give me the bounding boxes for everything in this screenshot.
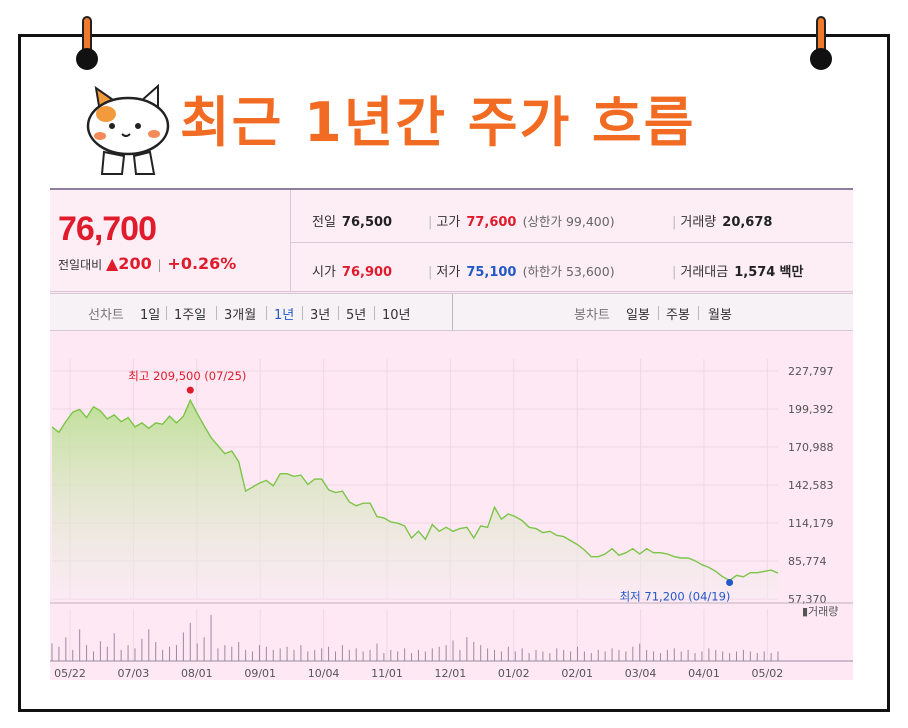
quote-summary: 76,700 전일대비 ▲200 | +0.26% 전일 76,500 | 고가 77… [50, 190, 853, 292]
quote-row-divider [290, 242, 853, 243]
tab-divider [166, 306, 167, 320]
price-change: 전일대비 ▲200 | +0.26% [58, 254, 236, 273]
price-area [52, 400, 778, 599]
left-pin-hole [76, 48, 98, 70]
volume: | 거래량 20,678 [672, 211, 772, 230]
line-chart-label: 선차트 [88, 308, 124, 323]
change-percent: +0.26% [167, 254, 237, 273]
tab-3year[interactable]: 3년 [310, 308, 331, 323]
change-divider: | [157, 258, 162, 272]
trade-amount: | 거래대금 1,574 백만 [672, 261, 803, 280]
y-tick-label: 199,392 [788, 403, 834, 416]
tab-divider [266, 306, 267, 320]
upper-limit: (상한가 99,400) [522, 214, 615, 229]
low-label: 저가 [436, 265, 461, 280]
tab-divider [338, 306, 339, 320]
tab-weekly-candle[interactable]: 주봉 [666, 308, 690, 323]
y-tick-label: 114,179 [788, 517, 834, 530]
x-tick-label: 05/22 [54, 667, 86, 680]
low-value: 75,100 [466, 265, 517, 280]
open-label: 시가 [312, 265, 336, 280]
lower-limit: (하한가 53,600) [522, 264, 615, 279]
price-line [51, 398, 779, 582]
x-tick-label: 07/03 [118, 667, 150, 680]
tabs-section-divider [452, 294, 453, 332]
chart-period-tabs: 선차트 1일 1주일 3개월 1년 3년 5년 10년 봉차트 일봉 주봉 월봉 [50, 293, 853, 332]
volume-sep: | [672, 215, 677, 230]
tab-5year[interactable]: 5년 [346, 308, 367, 323]
high-value: 77,600 [466, 215, 517, 230]
cat-mascot-icon [86, 83, 170, 175]
x-tick-label: 03/04 [625, 667, 657, 680]
tab-3month[interactable]: 3개월 [224, 308, 257, 323]
low-sep: | [428, 265, 433, 280]
open-value: 76,900 [341, 265, 393, 280]
page-title: 최근 1년간 주가 흐름 [180, 91, 696, 154]
tab-divider [216, 306, 217, 320]
x-tick-label: 09/01 [244, 667, 276, 680]
amount-unit: 백만 [779, 265, 804, 280]
tab-divider [374, 306, 375, 320]
y-tick-label: 227,797 [788, 365, 834, 378]
volume-label: ▮거래량 [802, 605, 838, 618]
tab-divider [698, 306, 699, 320]
prev-close: 전일 76,500 [312, 211, 392, 230]
current-price: 76,700 [58, 210, 157, 248]
x-tick-label: 08/01 [181, 667, 213, 680]
x-tick-label: 01/02 [498, 667, 530, 680]
tab-1day[interactable]: 1일 [140, 308, 161, 323]
tab-daily-candle[interactable]: 일봉 [626, 308, 650, 323]
right-pin-hole [810, 48, 832, 70]
day-low: | 저가 75,100 (하한가 53,600) [428, 261, 615, 280]
prev-value: 76,500 [341, 215, 393, 230]
quote-divider [290, 190, 291, 292]
high-marker [186, 386, 194, 394]
amount-label: 거래대금 [680, 265, 729, 280]
tab-monthly-candle[interactable]: 월봉 [708, 308, 732, 323]
x-tick-label: 05/02 [752, 667, 784, 680]
y-tick-label: 170,988 [788, 441, 834, 454]
x-tick-label: 12/01 [435, 667, 467, 680]
high-sep: | [428, 215, 433, 230]
amount-sep: | [672, 265, 677, 280]
low-marker [726, 578, 734, 586]
volume-value: 20,678 [722, 215, 773, 230]
x-tick-label: 10/04 [308, 667, 340, 680]
x-tick-label: 02/01 [561, 667, 593, 680]
tab-divider [658, 306, 659, 320]
tab-1week[interactable]: 1주일 [174, 308, 207, 323]
tab-10year[interactable]: 10년 [382, 308, 411, 323]
high-label: 고가 [436, 215, 461, 230]
tab-divider [302, 306, 303, 320]
x-tick-label: 11/01 [371, 667, 403, 680]
amount-value: 1,574 [734, 265, 776, 280]
price-chart[interactable]: 227,797 199,392 170,988 142,583 114,179 85,77… [50, 331, 853, 680]
day-high: | 고가 77,600 (상한가 99,400) [428, 211, 615, 230]
change-label: 전일대비 [58, 258, 103, 272]
y-tick-label: 85,774 [788, 555, 827, 568]
candle-chart-label: 봉차트 [574, 308, 610, 323]
volume-label: 거래량 [680, 215, 717, 230]
x-tick-label: 04/01 [688, 667, 720, 680]
open-price: 시가 76,900 [312, 261, 392, 280]
low-annotation: 최저 71,200 (04/19) [620, 589, 731, 603]
stock-widget: 76,700 전일대비 ▲200 | +0.26% 전일 76,500 | 고가 77… [50, 188, 853, 680]
high-annotation: 최고 209,500 (07/25) [128, 369, 246, 383]
prev-label: 전일 [312, 215, 336, 230]
change-value: ▲200 [106, 254, 152, 273]
tab-1year[interactable]: 1년 [274, 308, 295, 323]
y-tick-label: 142,583 [788, 479, 834, 492]
